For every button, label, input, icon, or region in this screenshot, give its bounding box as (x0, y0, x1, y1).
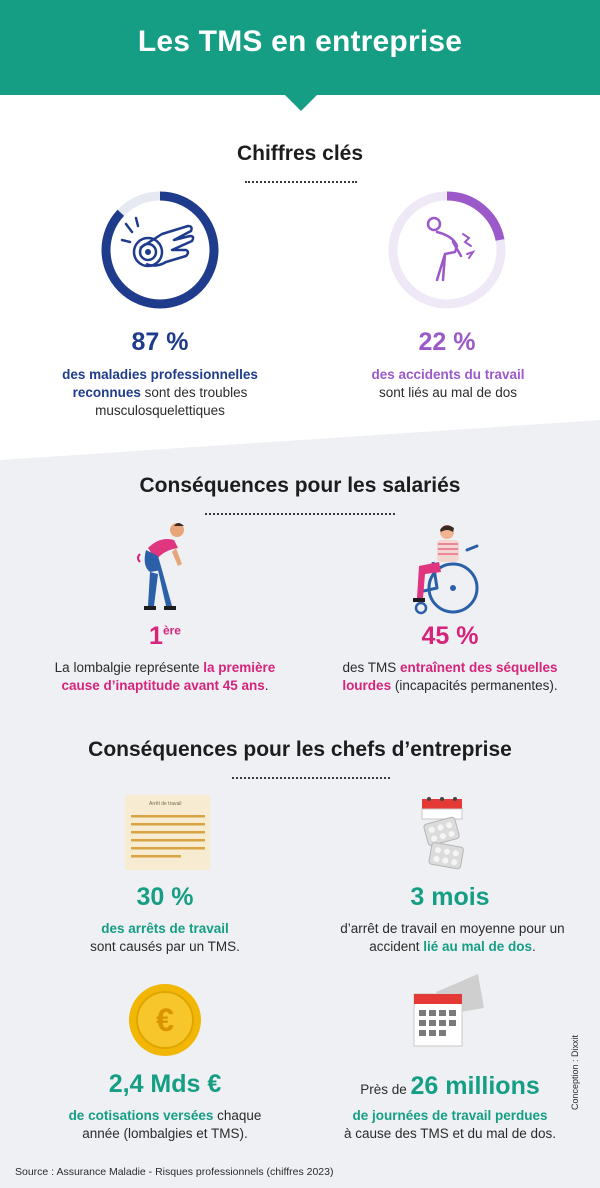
duration-value: 3 mois (410, 883, 490, 911)
duration-pre: d’arrêt de travail en moyenne pour un ac… (340, 921, 565, 954)
contributions-value: 2,4 Mds € (108, 1070, 222, 1098)
sick-leave-document-icon: Arrêt de travail (125, 795, 210, 870)
sick-leave-rest: sont causés par un TMS. (90, 939, 240, 954)
duration-text: d’arrêt de travail en moyenne pour un ac… (335, 920, 570, 956)
employees-left-pre: La lombalgie représente (54, 660, 204, 675)
key-figure-right-value: 22 % (418, 328, 476, 356)
title-divider (205, 513, 395, 515)
section-divider (0, 420, 600, 460)
document-label: Arrêt de travail (149, 801, 182, 807)
duration-lead: lié au mal de dos (423, 939, 533, 954)
days-lost-headline: Près de 26 millions (320, 1070, 580, 1106)
employees-right-value: 45 % (421, 622, 479, 650)
key-figure-right-rest: sont liés au mal de dos (378, 385, 518, 400)
key-figures-title: Chiffres clés (236, 142, 364, 165)
employees-right-lead: entraînent des séquelles lourdes (342, 660, 558, 693)
calendar-pills-icon (421, 797, 464, 870)
employers-title: Conséquences pour les chefs d’entreprise (88, 738, 512, 761)
header-notch (285, 95, 317, 111)
employees-left-lead: la première cause d’inaptitude avant 45 … (61, 660, 276, 693)
employees-left-number: 1 (149, 622, 163, 650)
days-lost-lead: de journées de travail perdues (352, 1108, 548, 1123)
key-figure-left-text: des maladies professionnelles reconnues … (40, 366, 280, 420)
employees-right-text: des TMS entraînent des séquelles lourdes… (330, 659, 570, 695)
grey-background (0, 430, 600, 1188)
key-figure-left-lead: des maladies professionnelles reconnues (62, 367, 258, 400)
euro-coin-icon: € (129, 984, 201, 1056)
employees-right-post: (incapacités permanentes). (391, 678, 558, 693)
key-figure-right-lead: des accidents du travail (371, 367, 525, 382)
title-divider (232, 777, 390, 779)
sick-leave-lead: des arrêts de travail (101, 921, 229, 936)
key-figure-left-rest: sont des troubles musculosquelettiques (95, 385, 248, 418)
sick-leave-value: 30 % (136, 883, 194, 911)
source-note: Source : Assurance Maladie - Risques pro… (15, 1166, 334, 1178)
page-title: Les TMS en entreprise (137, 25, 463, 58)
contributions-text: de cotisations versées chaque année (lom… (60, 1107, 270, 1143)
employees-left-post: . (264, 678, 269, 693)
euro-symbol: € (156, 1002, 174, 1038)
wheelchair-icon (413, 525, 479, 615)
header-banner: Les TMS en entreprise (0, 0, 600, 95)
calendar-pages-icon (413, 974, 484, 1047)
days-lost-rest: à cause des TMS et du mal de dos. (343, 1126, 557, 1141)
contributions-lead: de cotisations versées (68, 1108, 214, 1123)
hand-pain-icon (101, 191, 219, 309)
employees-left-value: 1ère (115, 622, 215, 651)
white-background (0, 111, 600, 441)
bent-worker-icon (137, 523, 184, 610)
employees-right-pre: des TMS (342, 660, 400, 675)
days-lost-value: 26 millions (410, 1072, 540, 1100)
employees-left-text: La lombalgie représente la première caus… (40, 659, 290, 695)
days-lost-text: de journées de travail perdues à cause d… (330, 1107, 570, 1143)
title-divider (245, 181, 357, 183)
key-figure-left-value: 87 % (131, 328, 189, 356)
duration-post: . (532, 939, 536, 954)
design-credit: Conception : Dixxit (570, 1034, 580, 1110)
key-figure-right-text: des accidents du travail sont liés au ma… (338, 366, 558, 402)
sick-leave-text: des arrêts de travail sont causés par un… (65, 920, 265, 956)
contributions-rest: chaque année (lombalgies et TMS). (82, 1108, 262, 1141)
employees-title: Conséquences pour les salariés (139, 474, 461, 497)
back-pain-icon (388, 191, 506, 309)
employees-left-sup: ère (162, 623, 181, 638)
days-lost-prefix: Près de (360, 1082, 411, 1097)
